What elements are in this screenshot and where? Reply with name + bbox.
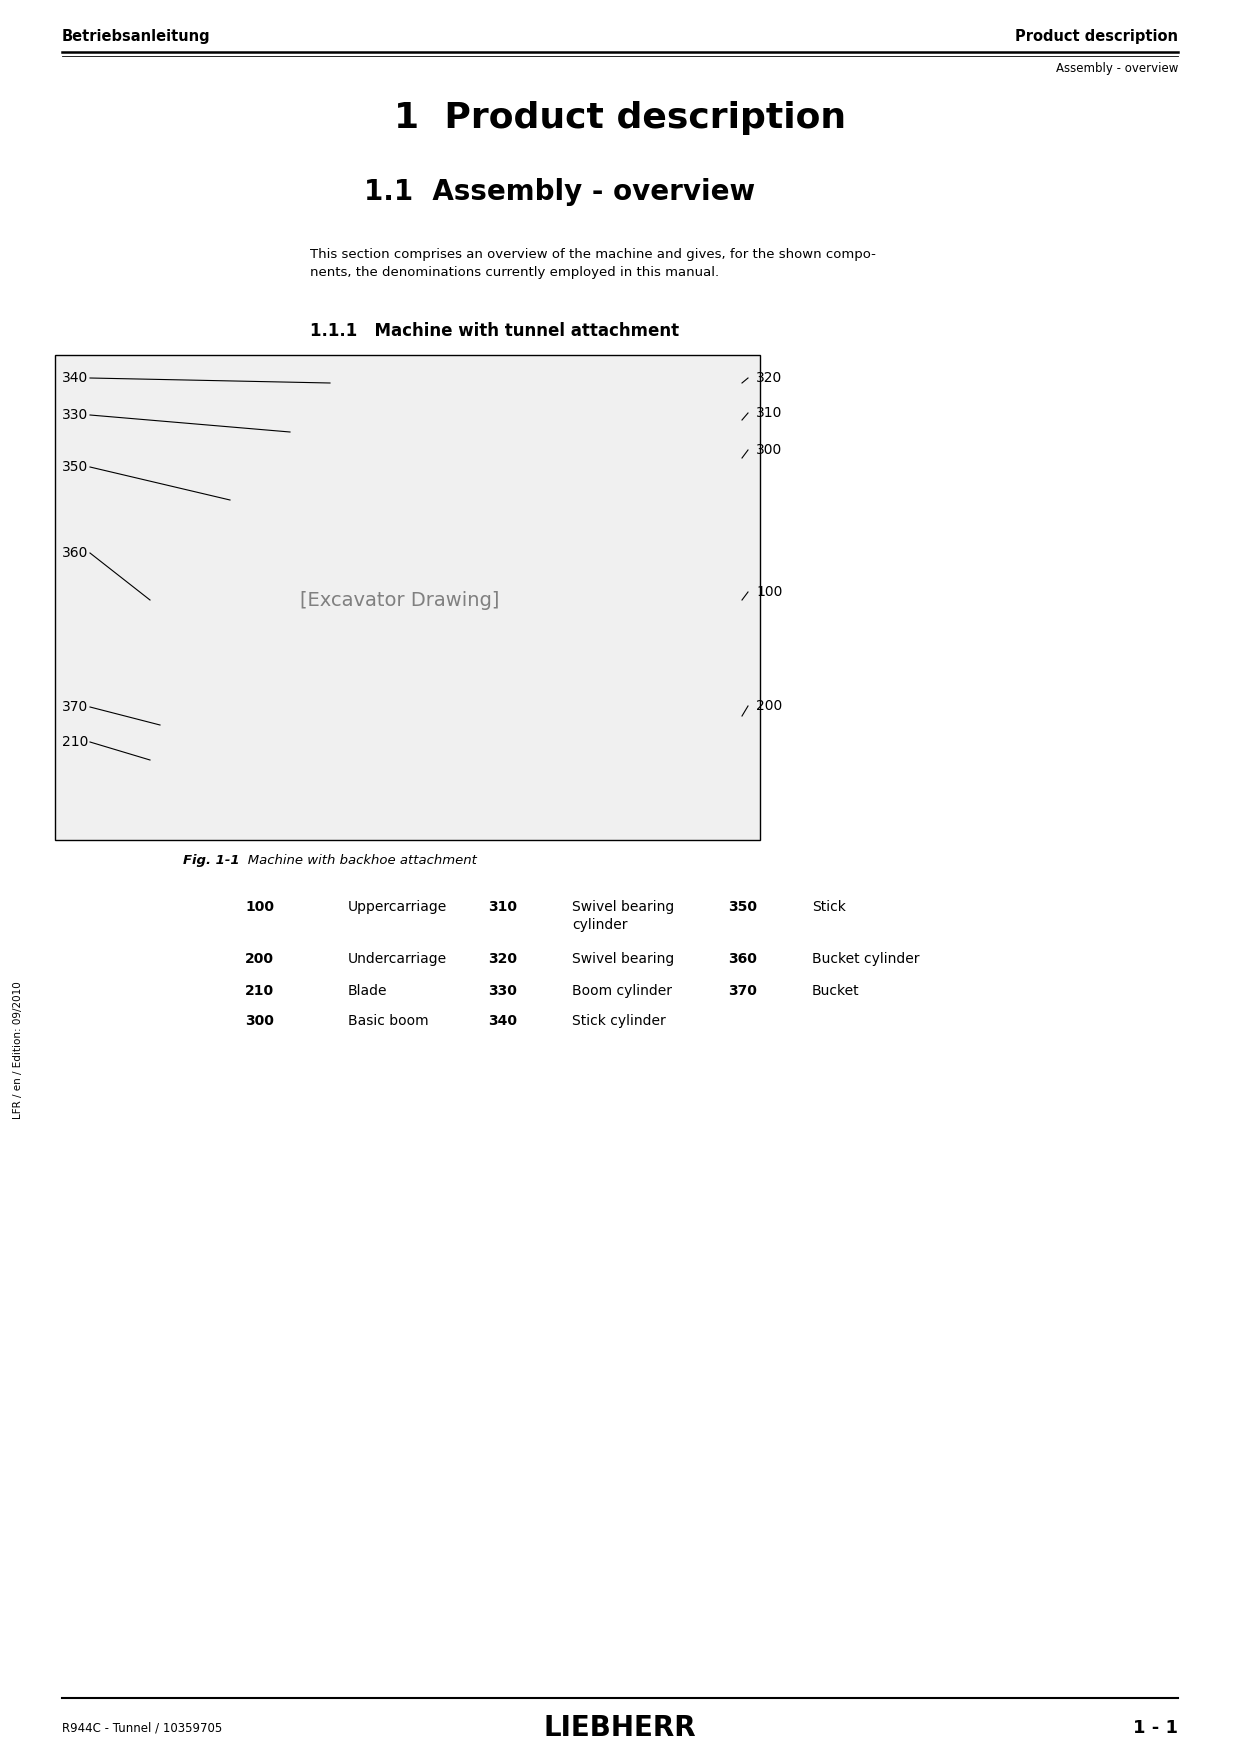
Text: 100: 100 <box>756 584 782 598</box>
Text: cylinder: cylinder <box>572 918 627 932</box>
Text: 200: 200 <box>246 951 274 965</box>
Text: 340: 340 <box>489 1014 517 1028</box>
Text: 310: 310 <box>489 900 517 914</box>
Text: Uppercarriage: Uppercarriage <box>348 900 448 914</box>
Text: 310: 310 <box>756 405 782 419</box>
Text: LIEBHERR: LIEBHERR <box>543 1715 697 1743</box>
Text: R944C - Tunnel / 10359705: R944C - Tunnel / 10359705 <box>62 1722 222 1734</box>
Text: 100: 100 <box>246 900 274 914</box>
Text: Undercarriage: Undercarriage <box>348 951 448 965</box>
Text: Swivel bearing: Swivel bearing <box>572 900 675 914</box>
Text: 300: 300 <box>756 442 782 456</box>
Text: 210: 210 <box>246 985 274 999</box>
Text: 330: 330 <box>62 407 88 421</box>
Text: nents, the denominations currently employed in this manual.: nents, the denominations currently emplo… <box>310 267 719 279</box>
Text: 1 - 1: 1 - 1 <box>1133 1718 1178 1737</box>
Text: Betriebsanleitung: Betriebsanleitung <box>62 30 211 44</box>
Text: 320: 320 <box>756 370 782 384</box>
Text: 370: 370 <box>62 700 88 714</box>
Text: 360: 360 <box>728 951 756 965</box>
Text: Stick cylinder: Stick cylinder <box>572 1014 666 1028</box>
Text: 1.1  Assembly - overview: 1.1 Assembly - overview <box>365 177 755 205</box>
Text: LFR / en / Edition: 09/2010: LFR / en / Edition: 09/2010 <box>12 981 24 1120</box>
Text: Assembly - overview: Assembly - overview <box>1055 61 1178 75</box>
Text: 340: 340 <box>62 370 88 384</box>
Text: Machine with backhoe attachment: Machine with backhoe attachment <box>236 855 477 867</box>
Text: Stick: Stick <box>812 900 846 914</box>
Text: 210: 210 <box>62 735 88 749</box>
Text: 1  Product description: 1 Product description <box>394 102 846 135</box>
Text: Bucket: Bucket <box>812 985 859 999</box>
Text: 200: 200 <box>756 698 782 713</box>
Text: 320: 320 <box>489 951 517 965</box>
Text: 350: 350 <box>62 460 88 474</box>
Text: 370: 370 <box>728 985 756 999</box>
Text: 300: 300 <box>246 1014 274 1028</box>
Text: 350: 350 <box>728 900 756 914</box>
Text: 360: 360 <box>62 546 88 560</box>
Text: Boom cylinder: Boom cylinder <box>572 985 672 999</box>
Text: Basic boom: Basic boom <box>348 1014 429 1028</box>
Text: Fig. 1-1: Fig. 1-1 <box>184 855 239 867</box>
Text: 1.1.1   Machine with tunnel attachment: 1.1.1 Machine with tunnel attachment <box>310 321 680 340</box>
Text: This section comprises an overview of the machine and gives, for the shown compo: This section comprises an overview of th… <box>310 247 875 261</box>
Bar <box>55 355 760 841</box>
Text: Bucket cylinder: Bucket cylinder <box>812 951 920 965</box>
Text: 330: 330 <box>489 985 517 999</box>
Text: Product description: Product description <box>1016 30 1178 44</box>
Text: Blade: Blade <box>348 985 387 999</box>
Text: [Excavator Drawing]: [Excavator Drawing] <box>300 590 500 609</box>
Text: Swivel bearing: Swivel bearing <box>572 951 675 965</box>
